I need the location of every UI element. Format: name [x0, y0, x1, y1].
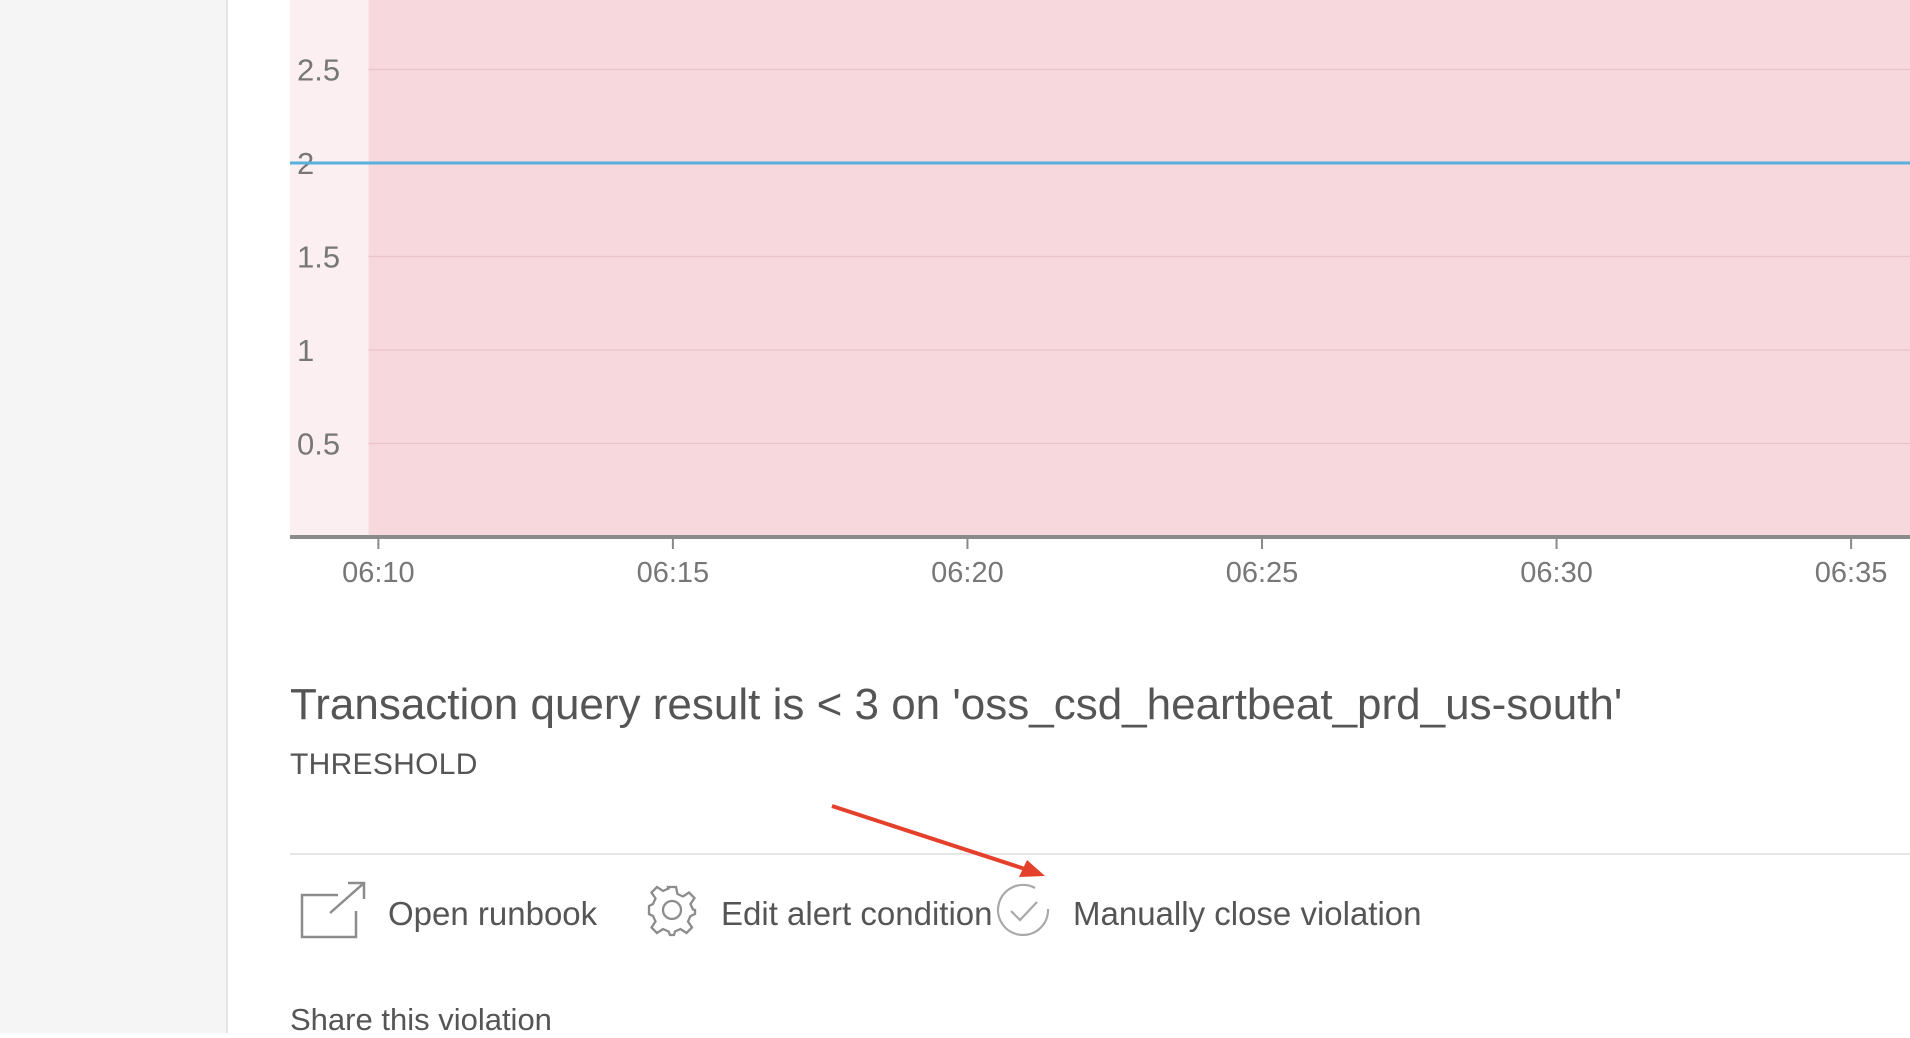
edit-alert-condition-button[interactable]: Edit alert condition — [645, 880, 993, 948]
x-tick-label: 06:10 — [342, 557, 415, 589]
x-tick-label: 06:25 — [1226, 557, 1299, 589]
open-runbook-button[interactable]: Open runbook — [300, 880, 597, 948]
violation-region — [369, 0, 1910, 537]
check-circle-icon — [995, 882, 1051, 946]
section-divider — [290, 853, 1910, 855]
x-tick-label: 06:15 — [637, 557, 710, 589]
manually-close-violation-button[interactable]: Manually close violation — [995, 880, 1422, 948]
gear-icon — [645, 883, 699, 945]
violation-type-label: THRESHOLD — [290, 748, 478, 782]
external-link-icon — [300, 881, 366, 947]
x-tick-label: 06:20 — [931, 557, 1004, 589]
left-sidebar-panel — [0, 0, 228, 1033]
y-tick-label: 1.5 — [297, 240, 340, 275]
open-runbook-label: Open runbook — [388, 895, 597, 933]
y-tick-label: 0.5 — [297, 427, 340, 462]
edit-alert-condition-label: Edit alert condition — [721, 895, 993, 933]
x-tick-label: 06:35 — [1815, 557, 1888, 589]
x-tick-label: 06:30 — [1520, 557, 1593, 589]
violation-title: Transaction query result is < 3 on 'oss_… — [290, 680, 1622, 730]
y-tick-label: 1 — [297, 333, 314, 368]
manually-close-violation-label: Manually close violation — [1073, 895, 1422, 933]
y-tick-label: 2.5 — [297, 53, 340, 88]
